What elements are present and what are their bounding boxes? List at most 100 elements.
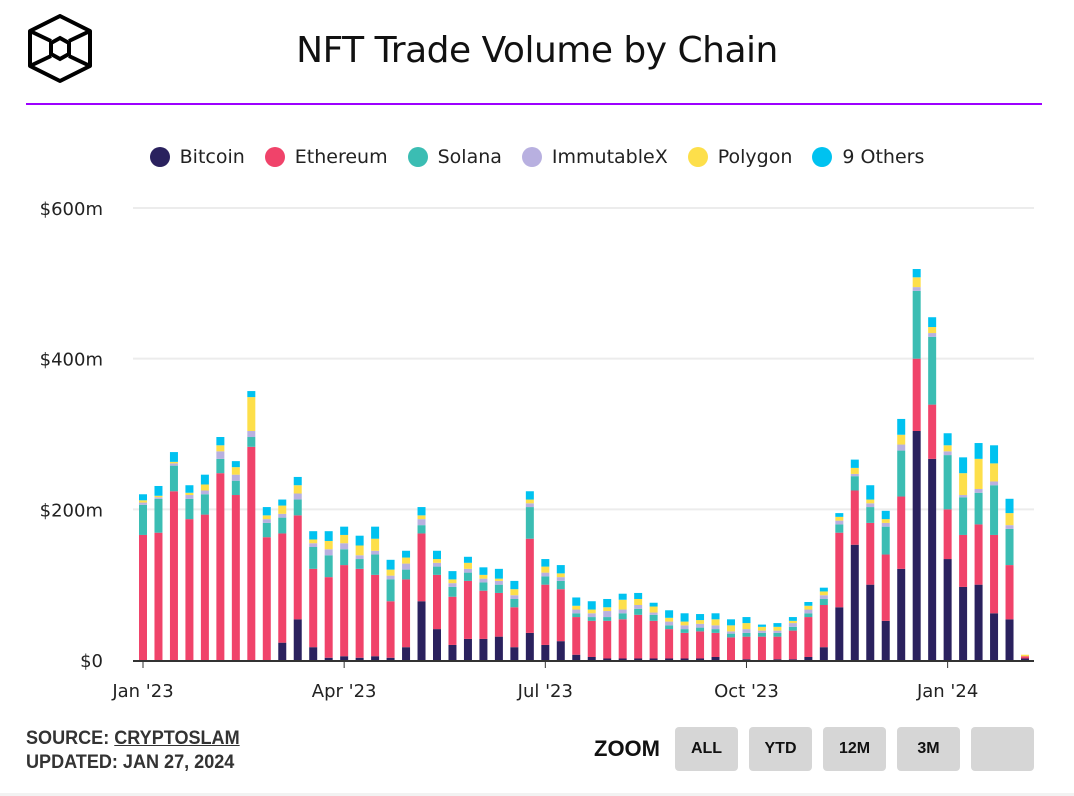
bar-segment-ethereum [433, 574, 441, 630]
bar-segment-solana [850, 476, 859, 491]
bar-segment-solana [990, 485, 999, 535]
bar-segment-solana [711, 629, 720, 633]
bar-segment-ethereum [897, 496, 906, 569]
bar-segment-bitcoin [402, 647, 411, 660]
zoom-3m-button[interactable]: 3M [897, 727, 960, 771]
bar-segment-9-others [340, 526, 349, 535]
bar-segment-bitcoin [665, 658, 674, 660]
bar-segment-immutablex [1005, 525, 1014, 529]
zoom-ytd-button[interactable]: YTD [749, 727, 812, 771]
legend-item-immutablex[interactable]: ImmutableX [521, 146, 668, 168]
bar-segment-solana [649, 614, 658, 621]
bar-segment-bitcoin [494, 636, 503, 660]
bar-segment-polygon [494, 578, 503, 581]
bar-segment-9-others [835, 513, 844, 517]
bar-segment-9-others [680, 613, 689, 622]
bar-segment-9-others [417, 507, 426, 516]
legend-item-bitcoin[interactable]: Bitcoin [149, 146, 245, 168]
bar-segment-immutablex [293, 493, 302, 500]
bar-segment-immutablex [402, 563, 411, 570]
bar-segment-solana [541, 576, 550, 585]
bar-segment-immutablex [819, 595, 828, 599]
bar-segment-solana [324, 555, 333, 578]
bar-segment-polygon [1021, 654, 1029, 657]
bar-segment-polygon [587, 609, 596, 614]
bar-segment-polygon [665, 617, 674, 622]
bar-segment-solana [293, 499, 302, 516]
bar-segment-bitcoin [866, 584, 875, 660]
zoom-all-button[interactable]: ALL [675, 727, 738, 771]
bar-segment-ethereum [448, 596, 457, 645]
bar-segment-solana [1005, 528, 1014, 566]
legend-item-polygon[interactable]: Polygon [687, 146, 792, 168]
bar-segment-bitcoin [324, 657, 333, 660]
bar-segment-immutablex [231, 474, 240, 481]
bar-segment-bitcoin [603, 658, 612, 660]
bar-segment-bitcoin [355, 657, 364, 660]
bar-segment-bitcoin [680, 658, 689, 660]
legend-label: Solana [437, 146, 502, 168]
x-tick-label: Jan '23 [111, 681, 173, 702]
bar-segment-9-others [990, 445, 999, 464]
legend-item-solana[interactable]: Solana [407, 146, 502, 168]
bar-segment-polygon [278, 505, 287, 514]
bar-segment-ethereum [696, 631, 705, 659]
bar-segment-polygon [680, 621, 689, 626]
bar-segment-solana [169, 465, 178, 492]
bar-segment-9-others [541, 559, 550, 567]
bar-segment-polygon [417, 515, 426, 520]
bar-segment-immutablex [556, 577, 565, 581]
bar-segment-bitcoin [293, 619, 302, 660]
bar-segment-9-others [448, 571, 457, 580]
bar-segment-solana [371, 554, 380, 575]
bar-segment-solana [680, 629, 689, 633]
bar-segment-ethereum [1021, 656, 1029, 659]
x-tick-label: Jan '24 [916, 681, 978, 702]
bar-segment-solana [386, 579, 395, 602]
bar-segment-ethereum [417, 533, 426, 602]
bar-segment-polygon [711, 619, 720, 626]
bar-segment-immutablex [587, 613, 596, 618]
bar-segment-solana [216, 458, 225, 474]
bar-segment-solana [463, 572, 472, 581]
legend-item-9-others[interactable]: 9 Others [812, 146, 924, 168]
bar-segment-polygon [912, 277, 921, 288]
y-tick-label: $600m [40, 199, 103, 220]
bar-segment-immutablex [757, 630, 766, 633]
source-link[interactable]: CRYPTOSLAM [114, 728, 240, 749]
y-tick-label: $400m [40, 350, 103, 371]
bar-segment-polygon [247, 397, 256, 431]
bar-segment-solana [556, 580, 565, 590]
bar-segment-immutablex [711, 625, 720, 630]
bar-segment-solana [139, 504, 147, 535]
bar-segment-polygon [696, 620, 705, 624]
bar-segment-bitcoin [649, 658, 658, 660]
bar-segment-ethereum [355, 568, 364, 658]
bar-segment-9-others [928, 317, 937, 328]
bar-segment-9-others [200, 474, 209, 485]
bar-segment-ethereum [340, 565, 349, 657]
bar-segment-solana [200, 494, 209, 515]
bar-segment-immutablex [990, 481, 999, 486]
legend-item-ethereum[interactable]: Ethereum [264, 146, 388, 168]
bar-segment-ethereum [866, 522, 875, 585]
bar-segment-polygon [649, 606, 658, 613]
bar-segment-polygon [773, 626, 782, 631]
zoom-12m-button[interactable]: 12M [823, 727, 886, 771]
bar-segment-ethereum [525, 538, 534, 633]
bar-segment-immutablex [525, 503, 534, 508]
bar-segment-bitcoin [510, 647, 519, 660]
bar-segment-immutablex [649, 612, 658, 615]
bar-segment-bitcoin [572, 654, 581, 660]
bar-segment-immutablex [216, 451, 225, 459]
zoom-blank-button[interactable] [971, 727, 1034, 771]
bar-segment-ethereum [587, 620, 596, 657]
bar-segment-ethereum [169, 491, 178, 660]
bar-segment-9-others [649, 602, 658, 607]
bar-segment-bitcoin [525, 632, 534, 660]
legend-dot-icon [264, 147, 285, 167]
bar-segment-polygon [618, 599, 627, 610]
bar-segment-polygon [402, 557, 411, 564]
bar-segment-ethereum [278, 533, 287, 643]
bar-segment-ethereum [943, 509, 952, 560]
